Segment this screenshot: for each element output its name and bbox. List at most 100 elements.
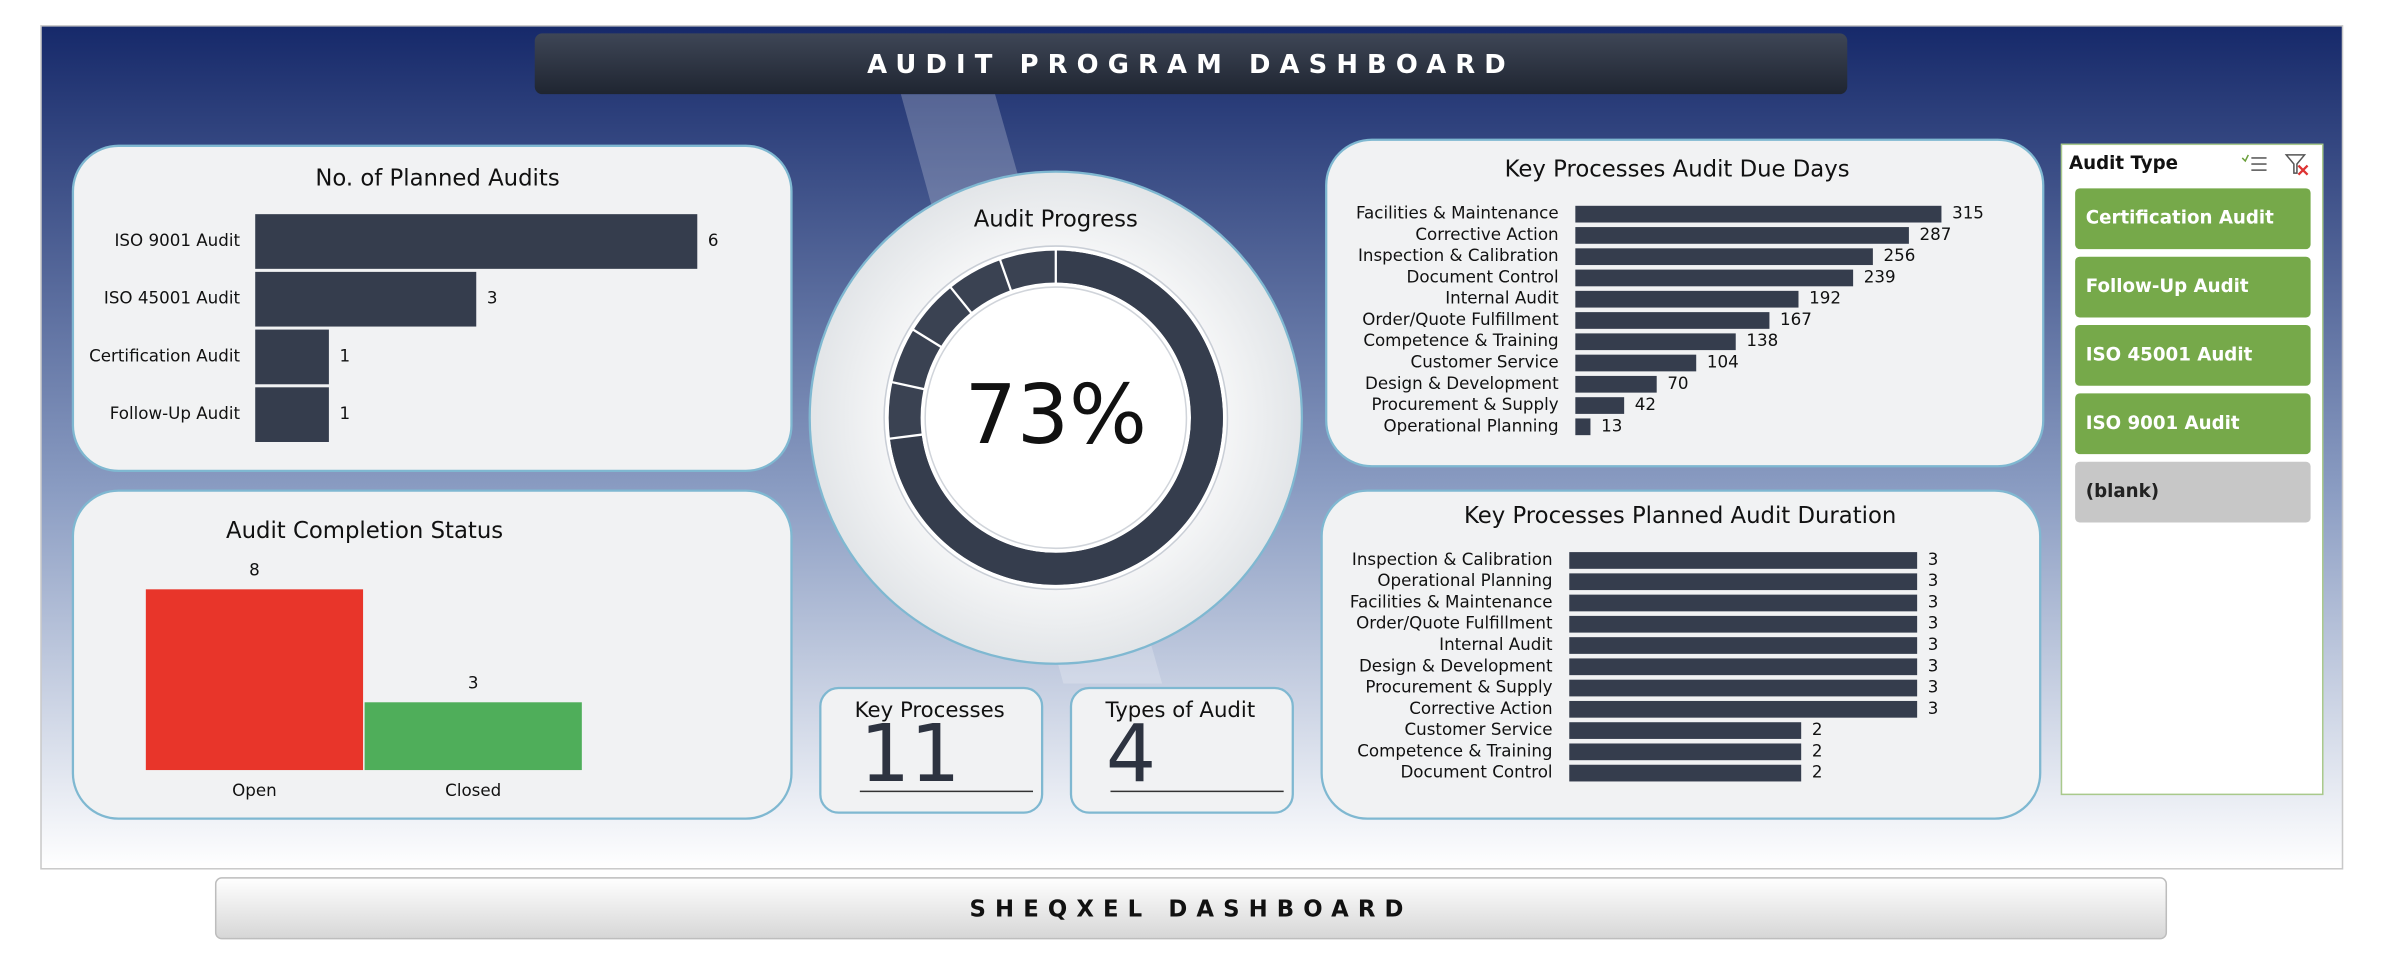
slicer-item[interactable]	[2075, 256, 2311, 318]
y-tick-label: Facilities & Maintenance	[1350, 591, 1553, 611]
slicer-title: Audit Type	[2069, 153, 2178, 174]
bar	[1569, 658, 1918, 676]
y-tick-label: Competence & Training	[1363, 330, 1558, 350]
value-label: 287	[1920, 224, 1952, 244]
y-tick-label: Follow-Up Audit	[110, 403, 241, 423]
y-tick-label: ISO 9001 Audit	[115, 230, 241, 250]
value-label: 3	[1928, 698, 1939, 718]
y-tick-label: Design & Development	[1365, 373, 1559, 393]
bar	[1575, 290, 1799, 308]
x-tick-label: Closed	[445, 780, 501, 800]
kpi-label: Key Processes	[855, 698, 1005, 723]
value-label: 1	[340, 345, 351, 365]
value-label: 42	[1635, 394, 1656, 414]
value-label: 2	[1812, 740, 1823, 760]
kpi-card	[819, 686, 1044, 814]
slicer-item-label: Follow-Up Audit	[2086, 276, 2249, 297]
y-tick-label: Procurement & Supply	[1365, 677, 1552, 697]
value-label: 138	[1746, 330, 1778, 350]
bar	[364, 702, 582, 771]
bar	[1575, 248, 1873, 266]
y-tick-label: Corrective Action	[1415, 224, 1558, 244]
y-tick-label: Order/Quote Fulfillment	[1356, 613, 1553, 633]
donut-arc	[890, 250, 1223, 585]
slicer-item-label: Certification Audit	[2086, 208, 2274, 229]
slicer-item-label: ISO 45001 Audit	[2086, 344, 2253, 365]
slicer-item-label: ISO 9001 Audit	[2086, 413, 2240, 434]
value-label: 6	[708, 230, 719, 250]
y-tick-label: ISO 45001 Audit	[104, 288, 241, 308]
donut-separator	[949, 285, 973, 315]
value-label: 256	[1884, 245, 1916, 265]
slicer-item[interactable]	[2075, 461, 2311, 523]
donut-separator	[888, 433, 924, 440]
bar	[1575, 269, 1854, 287]
clear-filter-icon[interactable]	[2284, 154, 2309, 176]
chart-title: Audit Completion Status	[226, 518, 503, 544]
value-label: 315	[1952, 203, 1984, 223]
y-tick-label: Document Control	[1407, 266, 1559, 286]
y-tick-label: Inspection & Calibration	[1358, 245, 1559, 265]
bar	[1575, 397, 1625, 414]
y-tick-label: Order/Quote Fulfillment	[1362, 309, 1559, 329]
slicer-item-label: (blank)	[2086, 481, 2159, 502]
value-label: 3	[468, 673, 479, 693]
bar	[1569, 594, 1918, 612]
bar	[1569, 573, 1918, 591]
value-label: 3	[487, 288, 498, 308]
header-bar	[534, 33, 1848, 95]
bar	[255, 271, 477, 327]
bar	[1569, 552, 1918, 569]
donut-value: 73%	[965, 368, 1147, 463]
value-label: 239	[1864, 266, 1896, 286]
value-label: 104	[1707, 352, 1739, 372]
footer-title: SHEQXEL DASHBOARD	[970, 896, 1413, 922]
y-tick-label: Procurement & Supply	[1371, 394, 1558, 414]
slicer-item[interactable]	[2075, 393, 2311, 455]
bar	[1575, 418, 1591, 436]
chart-title: Key Processes Audit Due Days	[1505, 157, 1850, 183]
value-label: 3	[1928, 613, 1939, 633]
y-tick-label: Facilities & Maintenance	[1356, 203, 1559, 223]
value-label: 3	[1928, 677, 1939, 697]
y-tick-label: Design & Development	[1359, 655, 1553, 675]
footer-bar	[214, 877, 2168, 940]
bar	[1569, 615, 1918, 633]
bar	[1569, 722, 1802, 739]
panel	[1320, 489, 2042, 820]
y-tick-label: Certification Audit	[89, 345, 240, 365]
kpi-label: Types of Audit	[1105, 698, 1256, 723]
y-tick-label: Internal Audit	[1439, 634, 1553, 654]
header-title: AUDIT PROGRAM DASHBOARD	[867, 50, 1515, 80]
y-tick-label: Operational Planning	[1384, 415, 1559, 435]
bar	[1575, 354, 1697, 372]
value-label: 8	[249, 560, 260, 580]
value-label: 192	[1809, 288, 1841, 308]
bar	[1575, 312, 1770, 329]
y-tick-label: Operational Planning	[1377, 570, 1552, 590]
bar	[1575, 205, 1942, 223]
multi-select-icon[interactable]	[2241, 154, 2267, 171]
y-tick-label: Inspection & Calibration	[1352, 549, 1553, 569]
bar	[1569, 700, 1918, 718]
value-label: 3	[1928, 570, 1939, 590]
bar	[145, 589, 364, 771]
kpi-card	[1069, 686, 1294, 814]
value-label: 2	[1812, 719, 1823, 739]
x-tick-label: Open	[232, 780, 277, 800]
value-label: 3	[1928, 549, 1939, 569]
bar	[1575, 375, 1657, 393]
slicer-item[interactable]	[2075, 188, 2311, 250]
bar	[1575, 227, 1909, 244]
y-tick-label: Competence & Training	[1357, 740, 1552, 760]
slicer-item[interactable]	[2075, 325, 2311, 386]
donut-separator	[890, 380, 926, 391]
y-tick-label: Document Control	[1400, 762, 1552, 782]
y-tick-label: Customer Service	[1411, 352, 1559, 372]
y-tick-label: Customer Service	[1404, 719, 1552, 739]
bar	[255, 329, 329, 385]
value-label: 70	[1667, 373, 1688, 393]
y-tick-label: Corrective Action	[1409, 698, 1552, 718]
